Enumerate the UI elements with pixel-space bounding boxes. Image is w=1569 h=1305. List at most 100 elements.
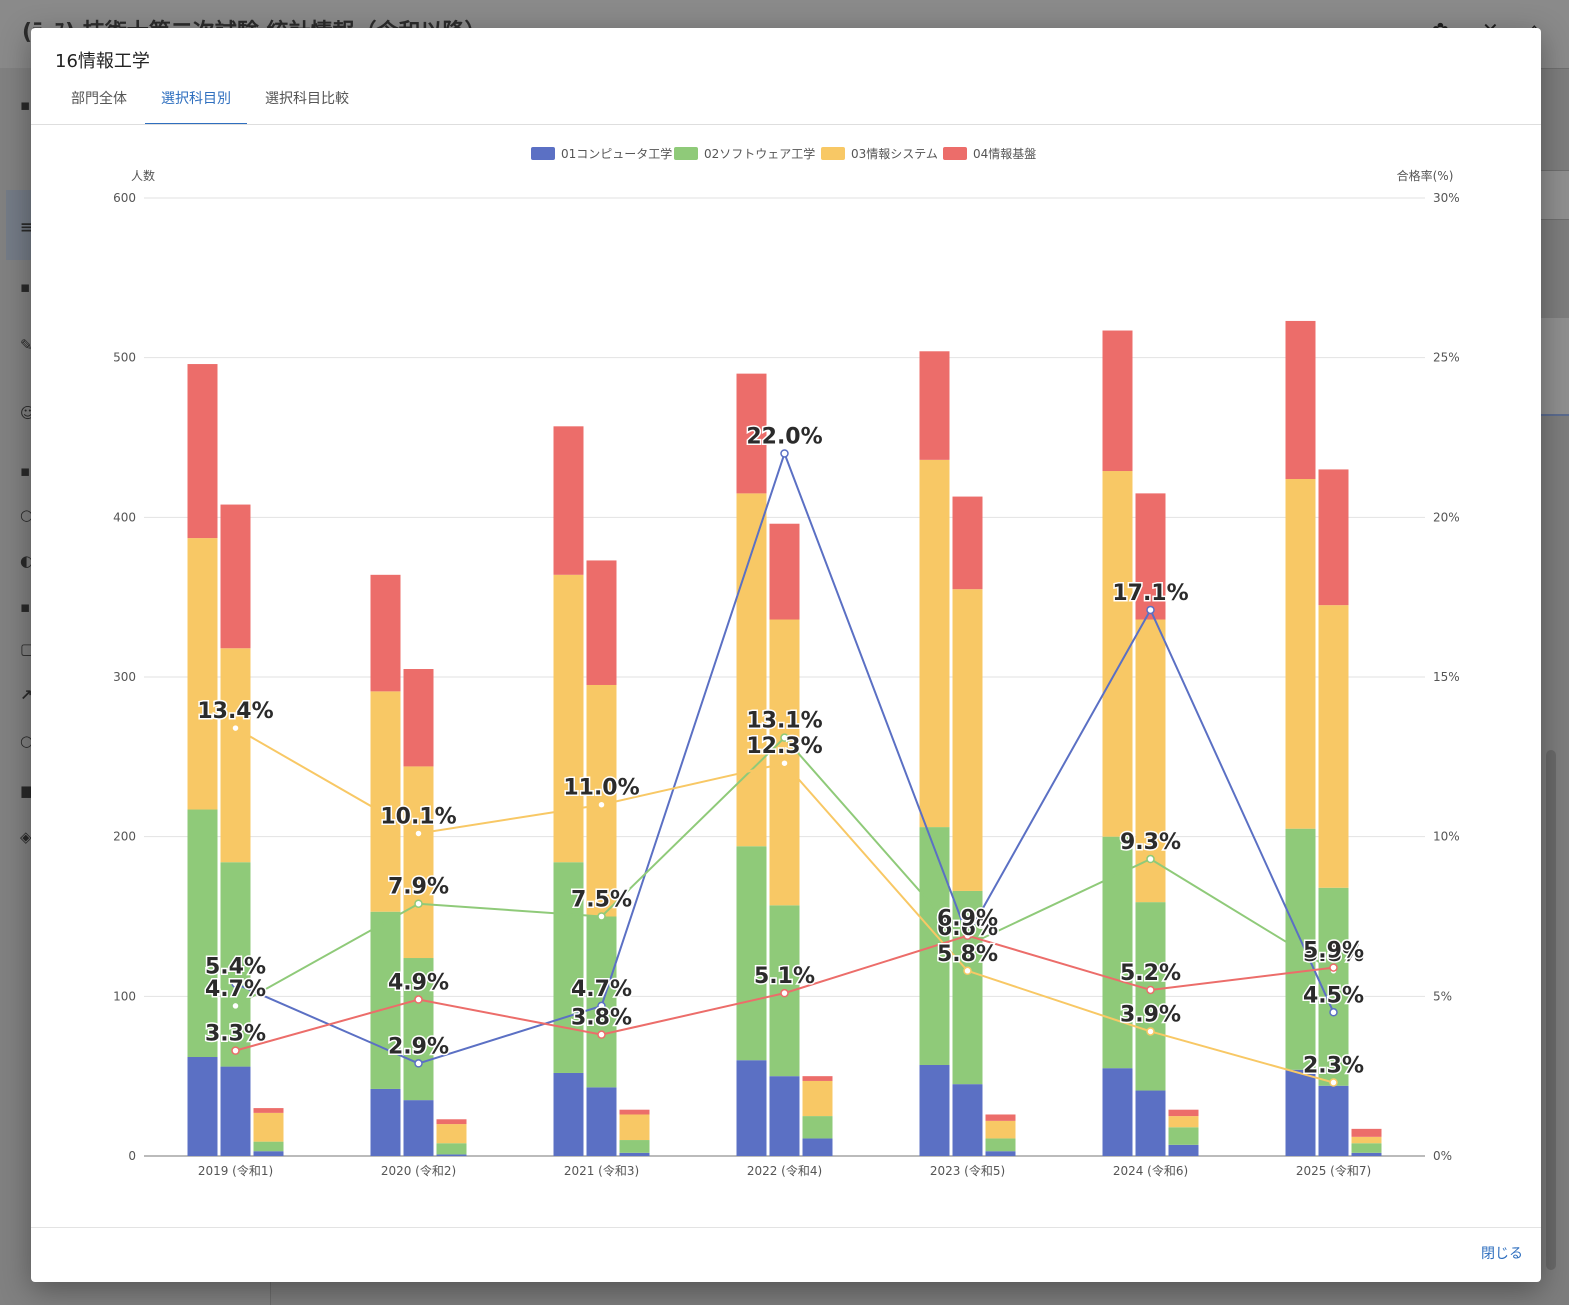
bar-segment xyxy=(586,1087,617,1156)
pass-rate-label: 7.9% xyxy=(388,875,449,900)
tab-subject-comparison[interactable]: 選択科目比較 xyxy=(265,91,349,107)
pass-rate-point xyxy=(231,979,240,988)
bar-segment xyxy=(1351,1136,1382,1144)
bar-segment xyxy=(187,538,218,810)
bar-segment xyxy=(1168,1116,1199,1128)
pass-rate-label: 6.9% xyxy=(937,907,998,932)
bar-segment xyxy=(736,1060,767,1156)
bar-segment xyxy=(769,523,800,620)
bar-segment xyxy=(586,560,617,685)
pass-rate-point xyxy=(963,966,972,976)
sidebar-glyph: ▪ xyxy=(20,278,31,296)
pass-rate-label: 4.9% xyxy=(388,971,449,996)
bar-segment xyxy=(802,1080,833,1117)
y-left-tick-label: 600 xyxy=(113,191,136,205)
pass-rate-label: 12.3% xyxy=(746,734,822,759)
pass-rate-point xyxy=(780,758,789,768)
sidebar-globe-icon[interactable]: ◐ xyxy=(20,552,34,570)
bar-segment xyxy=(187,1057,218,1156)
bar-segment xyxy=(1285,320,1316,480)
y-right-tick-label: 30% xyxy=(1433,191,1460,205)
bar-segment xyxy=(220,504,251,649)
pass-rate-point xyxy=(1329,963,1338,972)
sidebar-list-icon[interactable]: ≡ xyxy=(20,218,33,236)
bar-segment xyxy=(187,809,218,1058)
bar-segment xyxy=(919,459,950,828)
pass-rate-point xyxy=(1146,605,1155,615)
bar-segment xyxy=(802,1076,833,1081)
pass-rate-point xyxy=(414,995,423,1004)
tab-by-subject[interactable]: 選択科目別 xyxy=(145,83,247,125)
bar-segment xyxy=(436,1143,467,1155)
pass-rate-point xyxy=(780,988,789,998)
bar-segment xyxy=(1318,887,1349,1086)
sidebar-chart-icon[interactable]: ↗ xyxy=(20,686,33,704)
bar-segment xyxy=(253,1108,284,1113)
sidebar-doc-icon[interactable]: ▢ xyxy=(20,640,35,658)
bar-segment xyxy=(736,373,767,494)
bar-segment xyxy=(220,862,251,1067)
pass-rate-point xyxy=(414,1059,423,1068)
bar-segment xyxy=(1285,479,1316,829)
bar-segment xyxy=(802,1116,833,1139)
bar-segment xyxy=(952,890,983,1085)
bar-segment xyxy=(436,1124,467,1144)
bar-segment xyxy=(1102,1068,1133,1156)
bar-segment xyxy=(736,846,767,1061)
tab-department-overall[interactable]: 部門全体 xyxy=(71,91,127,107)
pass-rate-label: 5.8% xyxy=(937,942,998,967)
sidebar-edit-icon[interactable]: ✎ xyxy=(20,336,33,354)
bar-segment xyxy=(1135,1090,1166,1156)
bar-segment xyxy=(403,1100,434,1156)
pass-rate-label: 2.9% xyxy=(388,1034,449,1059)
bar-segment xyxy=(1351,1152,1382,1156)
sidebar-folder-icon[interactable]: ■ xyxy=(20,782,35,800)
bar-segment xyxy=(919,351,950,460)
legend-swatch xyxy=(674,147,698,160)
bar-segment xyxy=(619,1114,650,1141)
pass-rate-point xyxy=(1146,1027,1155,1036)
x-tick-label: 2024 (令和6) xyxy=(1113,1163,1188,1178)
sidebar-clock-icon[interactable]: ○ xyxy=(20,506,34,524)
pass-rate-point xyxy=(597,912,606,921)
pass-rate-point xyxy=(1146,854,1155,864)
pass-rate-point xyxy=(963,931,972,940)
bar-segment xyxy=(253,1141,284,1152)
y-left-tick-label: 300 xyxy=(113,670,136,684)
sidebar-school-icon[interactable]: ◈ xyxy=(20,828,32,846)
bar-segment xyxy=(553,574,584,863)
bar-segment xyxy=(370,574,401,692)
bar-segment xyxy=(553,1072,584,1156)
legend-swatch xyxy=(943,147,967,160)
sidebar-active-item[interactable] xyxy=(6,190,32,260)
pass-rate-label: 5.8% xyxy=(1303,942,1364,967)
bar-segment xyxy=(985,1114,1016,1121)
bar-segment xyxy=(436,1119,467,1125)
y-right-tick-label: 0% xyxy=(1433,1149,1452,1163)
footer-divider xyxy=(31,1227,1541,1228)
y-right-tick-label: 15% xyxy=(1433,670,1460,684)
bar-segment xyxy=(985,1120,1016,1139)
bar-segment xyxy=(403,958,434,1101)
tab-divider xyxy=(31,124,1541,125)
bar-segment xyxy=(220,648,251,863)
bar-segment xyxy=(253,1112,284,1142)
bar-segment xyxy=(1168,1144,1199,1156)
x-tick-label: 2023 (令和5) xyxy=(930,1163,1005,1178)
bar-segment xyxy=(919,1064,950,1156)
pass-rate-label: 22.0% xyxy=(746,424,822,449)
page-scrollbar[interactable] xyxy=(1546,750,1556,1270)
legend-label: 03情報システム xyxy=(851,147,938,161)
sidebar-info-icon[interactable]: ○ xyxy=(20,732,34,750)
close-button[interactable]: 閉じる xyxy=(1481,1246,1523,1262)
pass-rate-label: 13.4% xyxy=(197,699,273,724)
pass-rate-point xyxy=(231,1046,240,1055)
y-left-tick-label: 100 xyxy=(113,989,136,1003)
background-card xyxy=(1540,170,1569,220)
bar-segment xyxy=(370,1088,401,1156)
sidebar-glyph: ▪ xyxy=(20,462,31,480)
bar-segment xyxy=(1135,902,1166,1091)
bar-segment xyxy=(1285,1069,1316,1156)
pass-rate-label: 4.7% xyxy=(571,977,632,1002)
pass-rate-label: 4.7% xyxy=(205,977,266,1002)
